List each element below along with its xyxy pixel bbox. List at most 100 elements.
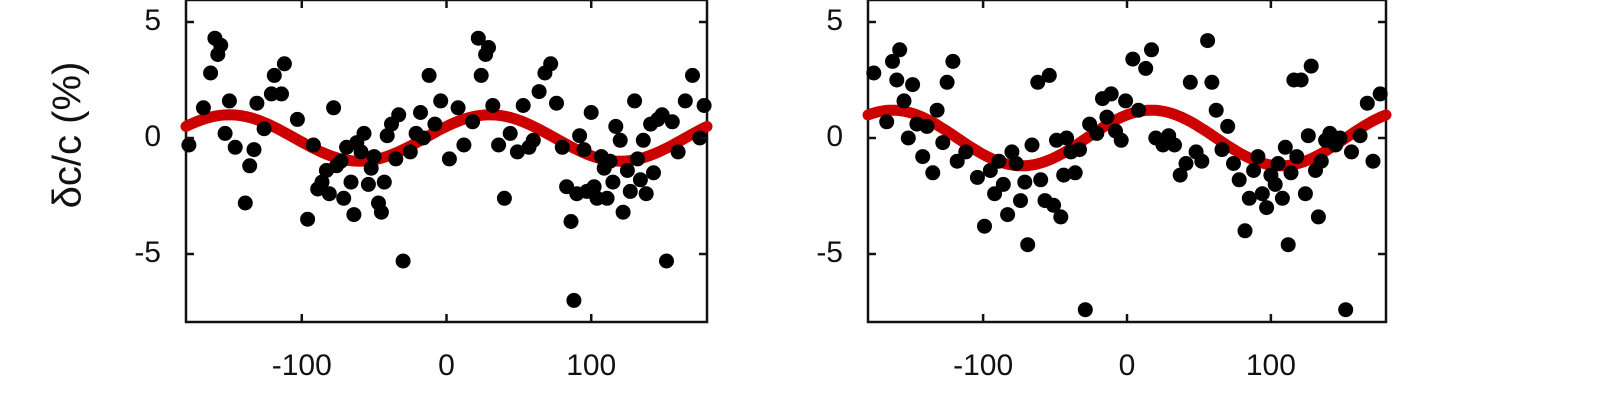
data-point <box>1013 193 1028 209</box>
data-point <box>1226 156 1241 171</box>
data-point <box>1125 51 1141 67</box>
data-point <box>1310 209 1326 225</box>
data-point <box>321 186 337 202</box>
data-point <box>300 211 316 227</box>
x-tick-label: -100 <box>953 349 1013 382</box>
data-point <box>622 183 638 199</box>
data-point <box>360 176 376 192</box>
data-point <box>1046 197 1062 213</box>
data-point <box>638 186 654 202</box>
data-point <box>395 253 411 269</box>
data-point <box>326 100 342 116</box>
data-point <box>885 53 900 69</box>
data-point <box>485 98 501 113</box>
data-point <box>1033 172 1049 188</box>
data-point <box>1113 132 1129 148</box>
data-point <box>1332 130 1348 146</box>
data-point <box>181 137 197 153</box>
data-point <box>433 93 449 109</box>
data-point <box>531 84 547 100</box>
data-point <box>314 174 330 190</box>
data-point <box>1246 163 1262 178</box>
data-point <box>543 56 559 72</box>
data-point <box>217 125 233 141</box>
data-point <box>1024 137 1040 153</box>
x-tick-label: 0 <box>1119 349 1136 382</box>
data-point <box>388 151 404 167</box>
data-point <box>929 102 945 118</box>
y-tick-label: 5 <box>144 4 161 37</box>
data-point <box>266 67 282 83</box>
data-point <box>363 160 379 176</box>
data-point <box>599 190 615 206</box>
data-point <box>413 105 428 120</box>
data-point <box>195 100 211 116</box>
data-point <box>646 165 661 181</box>
data-point <box>1131 102 1146 118</box>
data-point <box>1293 72 1309 88</box>
panel-right-ticks-layer: -100 0 100 -5 0 5 <box>816 0 1386 382</box>
data-point <box>1338 302 1354 318</box>
data-point <box>470 30 486 46</box>
data-point <box>456 137 472 153</box>
data-point <box>502 125 518 141</box>
data-point <box>246 142 262 158</box>
data-point <box>1259 200 1275 216</box>
y-tick-label: 0 <box>144 120 161 153</box>
data-point <box>1254 186 1270 202</box>
panel-left: -100 0 100 -5 0 5 <box>134 0 713 382</box>
data-point <box>421 67 437 83</box>
data-point <box>415 130 431 146</box>
data-point <box>274 86 289 102</box>
data-point <box>919 118 935 134</box>
data-point <box>1053 209 1069 225</box>
data-point <box>237 195 253 211</box>
data-point <box>1237 223 1253 239</box>
x-tick-label: 0 <box>438 349 455 382</box>
data-point <box>1359 95 1375 111</box>
data-point <box>1365 153 1381 169</box>
data-point <box>1072 142 1087 158</box>
data-point <box>343 174 359 190</box>
y-tick-label: -5 <box>816 236 843 269</box>
data-point <box>1297 186 1313 202</box>
data-point <box>915 149 931 165</box>
data-point <box>379 128 395 144</box>
data-point <box>977 218 992 234</box>
data-point <box>1089 125 1105 141</box>
data-point <box>427 116 443 132</box>
data-point <box>376 174 392 190</box>
data-point <box>958 144 974 160</box>
data-point <box>336 190 352 206</box>
data-point <box>1182 74 1198 90</box>
data-point <box>515 98 531 113</box>
panel-left-fit-layer <box>180 109 713 167</box>
data-point <box>333 153 349 169</box>
data-point <box>373 204 389 220</box>
data-point <box>586 179 602 195</box>
data-point <box>925 165 941 181</box>
data-point <box>549 95 564 111</box>
data-point <box>305 137 321 153</box>
data-point <box>276 56 292 72</box>
data-point <box>1303 58 1319 74</box>
data-point <box>356 125 372 141</box>
data-point <box>627 93 643 109</box>
data-point <box>1241 190 1257 206</box>
data-point <box>900 130 916 146</box>
data-point <box>612 132 628 148</box>
data-point <box>905 77 921 93</box>
data-point <box>935 135 951 151</box>
data-point <box>1167 137 1182 153</box>
data-point <box>1077 302 1093 318</box>
data-point <box>1000 207 1016 223</box>
data-point <box>576 142 592 158</box>
data-point <box>1231 172 1247 188</box>
data-point <box>1277 139 1293 155</box>
data-point <box>1178 156 1194 171</box>
data-point <box>605 174 621 190</box>
data-point <box>572 128 588 144</box>
data-point <box>242 158 258 174</box>
data-point <box>583 105 599 120</box>
